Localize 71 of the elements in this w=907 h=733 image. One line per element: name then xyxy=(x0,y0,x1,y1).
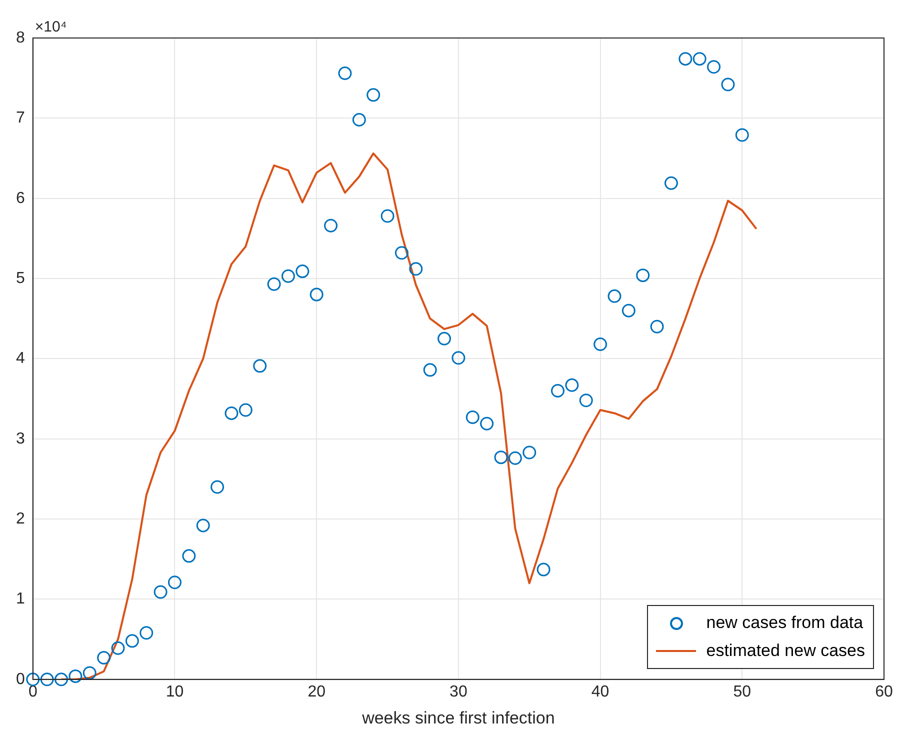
point xyxy=(394,246,408,260)
point xyxy=(409,262,423,276)
point xyxy=(707,60,721,74)
legend-label: estimated new cases xyxy=(706,641,865,662)
point xyxy=(622,304,636,318)
point xyxy=(594,338,608,352)
point xyxy=(565,378,579,392)
x-tick-label: 0 xyxy=(28,683,38,700)
point xyxy=(636,268,650,282)
point xyxy=(536,562,550,576)
point xyxy=(608,289,622,303)
y-tick-label: 5 xyxy=(16,270,25,287)
point xyxy=(182,549,196,563)
point xyxy=(650,320,664,334)
point xyxy=(224,406,238,420)
point xyxy=(452,351,466,365)
point xyxy=(125,634,139,648)
point xyxy=(522,446,536,460)
point xyxy=(735,128,749,142)
point xyxy=(550,384,564,398)
y-tick-label: 2 xyxy=(16,510,25,528)
point xyxy=(310,288,324,302)
point xyxy=(111,641,125,655)
point xyxy=(423,363,437,377)
x-axis-title: weeks since first infection xyxy=(361,708,555,728)
point xyxy=(508,451,522,465)
point xyxy=(338,66,352,80)
point xyxy=(579,394,593,408)
y-tick-label: 8 xyxy=(16,29,25,46)
point xyxy=(154,585,168,599)
point xyxy=(692,52,706,66)
point xyxy=(210,480,224,494)
x-tick-label: 60 xyxy=(875,683,893,700)
y-tick-label: 6 xyxy=(16,190,25,207)
point xyxy=(380,209,394,223)
point xyxy=(438,332,452,346)
point xyxy=(196,518,210,532)
point xyxy=(296,264,310,278)
point xyxy=(168,576,182,590)
x-tick-label: 30 xyxy=(450,683,468,700)
point xyxy=(253,359,267,373)
point xyxy=(97,651,111,665)
point xyxy=(281,269,295,283)
point xyxy=(54,672,68,686)
y-tick-label: 4 xyxy=(16,350,25,368)
point xyxy=(40,672,54,686)
point xyxy=(480,416,494,430)
point xyxy=(352,113,366,127)
point xyxy=(664,176,678,190)
point xyxy=(68,669,82,683)
point xyxy=(26,672,40,686)
point xyxy=(494,450,508,464)
x-tick-label: 10 xyxy=(166,683,184,700)
point xyxy=(466,410,480,424)
point xyxy=(267,277,281,291)
x-tick-label: 50 xyxy=(733,683,752,700)
point xyxy=(324,218,338,232)
point xyxy=(140,626,154,640)
point xyxy=(238,403,252,417)
legend-label: new cases from data xyxy=(706,613,864,634)
x-tick-label: 40 xyxy=(591,683,610,700)
point xyxy=(366,88,380,102)
text: ×10⁴ xyxy=(34,18,67,36)
y-tick-label: 3 xyxy=(16,430,25,448)
point xyxy=(721,78,735,92)
point xyxy=(82,666,96,680)
y-tick-label: 1 xyxy=(16,590,25,608)
point xyxy=(678,52,692,66)
x-tick-label: 20 xyxy=(308,683,326,700)
y-tick-label: 0 xyxy=(16,670,25,688)
y-tick-label: 7 xyxy=(16,110,25,127)
